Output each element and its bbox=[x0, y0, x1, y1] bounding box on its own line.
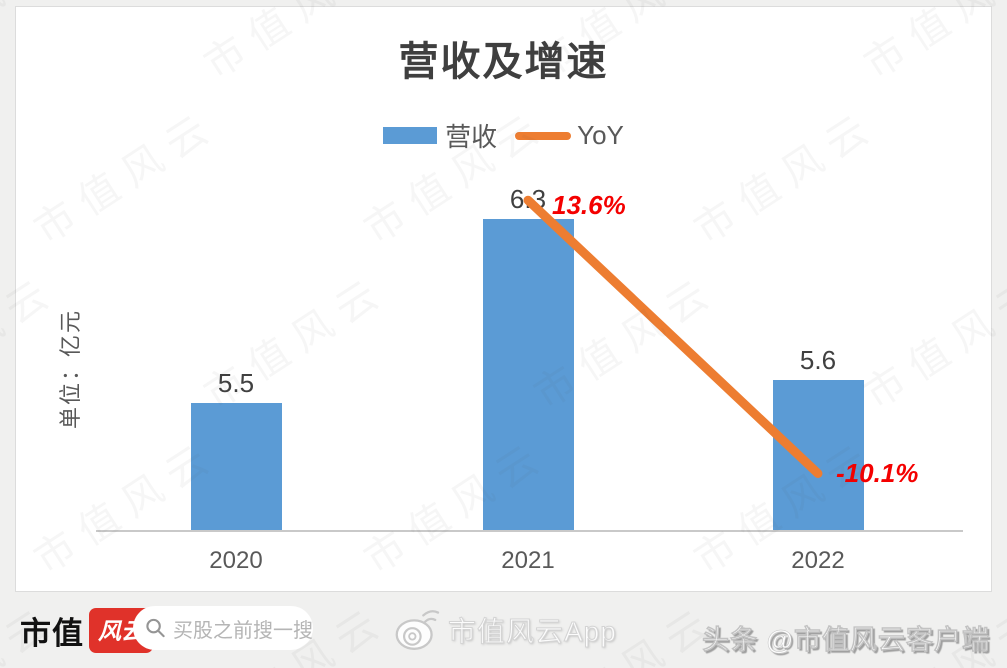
yoy-value-label: -10.1% bbox=[836, 458, 919, 489]
x-axis-line bbox=[96, 530, 963, 532]
snail-logo-icon bbox=[395, 610, 440, 650]
legend-bar-swatch bbox=[383, 127, 438, 144]
chart-title: 营收及增速 bbox=[398, 40, 609, 84]
yoy-value-label: 13.6% bbox=[552, 190, 626, 221]
x-axis-label: 2021 bbox=[501, 547, 555, 574]
legend-label-revenue: 营收 bbox=[445, 122, 498, 152]
bar-2022 bbox=[772, 380, 864, 530]
search-placeholder: 买股之前搜一搜 bbox=[173, 619, 313, 642]
bar-value-label: 5.6 bbox=[799, 345, 837, 375]
chart-legend: 营收 YoY bbox=[16, 117, 991, 154]
bar-value-label: 5.5 bbox=[217, 368, 255, 398]
yoy-line bbox=[523, 195, 823, 478]
app-watermark: 市值风云App bbox=[392, 608, 617, 652]
x-axis-label: 2022 bbox=[791, 547, 845, 574]
chart-card: 营收及增速 营收 YoY 单位：亿元 5.5 2020 6.3 2021 5.6 2022… bbox=[15, 6, 992, 592]
bar-2020 bbox=[190, 403, 282, 530]
app-watermark-label: 市值风云App bbox=[448, 616, 617, 648]
legend-item-yoy: YoY bbox=[515, 120, 624, 151]
x-axis-label: 2020 bbox=[209, 547, 263, 574]
legend-item-revenue: 营收 bbox=[383, 117, 497, 154]
legend-label-yoy: YoY bbox=[577, 120, 624, 150]
search-box[interactable]: 买股之前搜一搜 bbox=[133, 606, 313, 650]
brand-text: 市值 bbox=[20, 616, 84, 651]
plot-area: 5.5 2020 6.3 2021 5.6 2022 13.6% -10.1% bbox=[16, 7, 991, 591]
search-icon bbox=[146, 618, 165, 638]
footer-bar: 市值 风云 买股之前搜一搜 市值风云App 头条 @市值风云客户端 bbox=[0, 592, 1007, 668]
legend-line-swatch bbox=[515, 131, 572, 140]
toutiao-credit: 头条 @市值风云客户端 bbox=[702, 625, 990, 656]
bar-2021 bbox=[482, 219, 574, 530]
